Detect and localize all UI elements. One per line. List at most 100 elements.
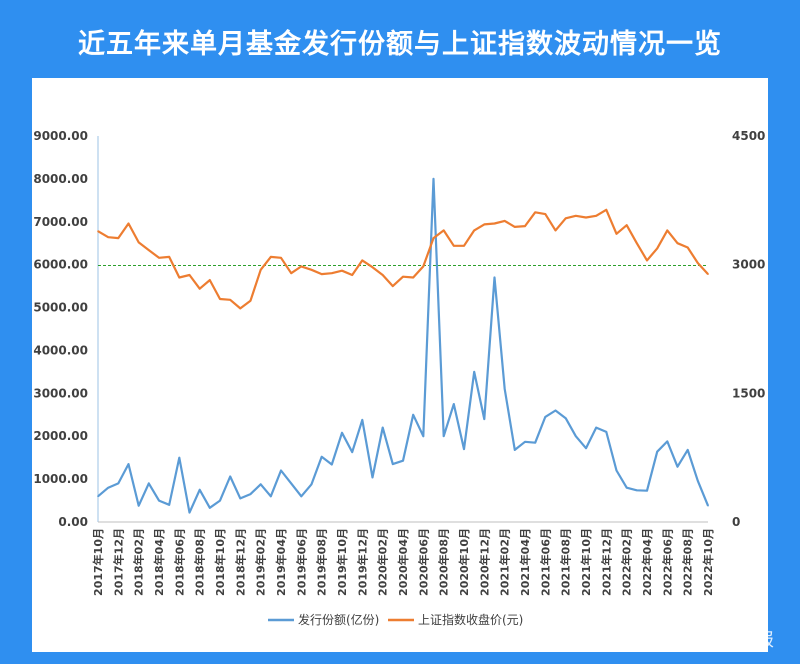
data-point bbox=[656, 450, 658, 453]
data-point bbox=[625, 486, 628, 489]
data-point bbox=[636, 242, 638, 244]
data-point bbox=[575, 215, 577, 217]
data-point bbox=[300, 265, 303, 268]
right-axis: 0 1500 3000 4500 bbox=[732, 129, 765, 529]
data-point bbox=[97, 495, 99, 498]
data-point bbox=[127, 222, 130, 225]
x-tick-label: 2021年06月 bbox=[538, 528, 552, 596]
data-point bbox=[331, 463, 333, 466]
data-point bbox=[442, 435, 445, 438]
data-point bbox=[554, 409, 557, 412]
chart-svg: 0.00 1000.00 2000.00 3000.00 4000.00 5000.00 6… bbox=[33, 129, 765, 627]
data-point bbox=[392, 463, 394, 465]
x-tick-label: 2019年04月 bbox=[274, 528, 288, 596]
watermark: 雪球：中国基金报 bbox=[630, 630, 774, 651]
x-tick-label: 2018年02月 bbox=[132, 528, 146, 596]
data-point bbox=[514, 449, 516, 451]
data-point bbox=[300, 495, 303, 498]
data-point bbox=[219, 298, 221, 300]
data-point bbox=[188, 274, 191, 276]
x-tick-label: 2020年10月 bbox=[457, 528, 471, 596]
data-point bbox=[148, 482, 150, 485]
data-point bbox=[209, 507, 211, 509]
data-point bbox=[544, 213, 547, 215]
data-point bbox=[178, 456, 181, 459]
x-tick-label: 2021年02月 bbox=[498, 528, 512, 596]
chart-title: 近五年来单月基金发行份额与上证指数波动情况一览 bbox=[78, 29, 722, 60]
data-point bbox=[188, 511, 191, 514]
x-tick-label: 2018年12月 bbox=[233, 528, 247, 596]
issuance-series-line bbox=[97, 177, 710, 514]
left-tick-label: 0.00 bbox=[58, 515, 88, 529]
data-point bbox=[229, 299, 231, 301]
data-point bbox=[107, 486, 109, 489]
data-point bbox=[615, 233, 618, 235]
data-point bbox=[483, 223, 486, 226]
data-point bbox=[432, 178, 435, 180]
data-point bbox=[453, 403, 455, 405]
data-point bbox=[270, 495, 272, 498]
data-point bbox=[524, 225, 526, 227]
data-point bbox=[280, 257, 282, 259]
data-point bbox=[270, 256, 272, 258]
right-tick-label: 3000 bbox=[732, 258, 765, 272]
data-point bbox=[483, 418, 486, 420]
data-point bbox=[636, 489, 638, 492]
x-tick-label: 2019年08月 bbox=[315, 528, 329, 596]
data-point bbox=[239, 307, 242, 310]
x-tick-label: 2022年06月 bbox=[660, 528, 674, 596]
data-point bbox=[686, 449, 689, 451]
data-point bbox=[666, 440, 669, 443]
data-point bbox=[585, 447, 587, 450]
data-point bbox=[198, 287, 201, 290]
data-point bbox=[615, 469, 618, 472]
data-point bbox=[453, 245, 455, 247]
x-tick-label: 2022年02月 bbox=[620, 528, 634, 596]
data-point bbox=[178, 276, 181, 279]
x-tick-label: 2021年10月 bbox=[579, 528, 593, 596]
data-point bbox=[310, 269, 313, 271]
data-point bbox=[351, 451, 354, 453]
data-point bbox=[320, 456, 323, 458]
data-point bbox=[707, 504, 709, 507]
data-point bbox=[392, 285, 394, 287]
data-point bbox=[117, 237, 120, 239]
data-point bbox=[259, 269, 262, 271]
x-tick-label: 2022年08月 bbox=[681, 528, 695, 596]
data-point bbox=[259, 483, 262, 486]
data-point bbox=[585, 216, 587, 219]
data-point bbox=[503, 388, 506, 390]
data-point bbox=[168, 256, 170, 258]
data-point bbox=[371, 476, 374, 479]
data-point bbox=[473, 229, 476, 232]
x-tick-label: 2019年10月 bbox=[335, 528, 349, 596]
data-point bbox=[290, 482, 293, 485]
data-point bbox=[595, 426, 597, 429]
data-point bbox=[198, 489, 201, 491]
left-axis: 0.00 1000.00 2000.00 3000.00 4000.00 5000.00 6… bbox=[33, 129, 88, 529]
right-tick-label: 1500 bbox=[732, 386, 765, 400]
data-point bbox=[442, 229, 445, 232]
data-point bbox=[646, 259, 648, 262]
data-point bbox=[503, 220, 506, 222]
left-tick-label: 3000.00 bbox=[33, 386, 88, 400]
left-tick-label: 6000.00 bbox=[33, 258, 88, 272]
data-point bbox=[524, 441, 526, 443]
data-point bbox=[605, 431, 608, 433]
data-point bbox=[127, 463, 130, 465]
data-point bbox=[554, 229, 557, 232]
data-point bbox=[117, 482, 120, 485]
data-point bbox=[564, 417, 567, 420]
data-point bbox=[432, 237, 435, 239]
data-point bbox=[381, 274, 384, 276]
data-point bbox=[371, 266, 374, 268]
x-tick-label: 2018年04月 bbox=[152, 528, 166, 596]
data-point bbox=[361, 259, 364, 262]
data-point bbox=[422, 265, 425, 268]
data-point bbox=[137, 241, 140, 244]
data-point bbox=[534, 441, 536, 444]
data-point bbox=[280, 469, 282, 472]
data-point bbox=[290, 272, 293, 274]
data-point bbox=[402, 459, 404, 462]
x-axis: 2017年10月 2017年12月 2018年02月 2018年04月 2018年06月… bbox=[91, 528, 715, 596]
